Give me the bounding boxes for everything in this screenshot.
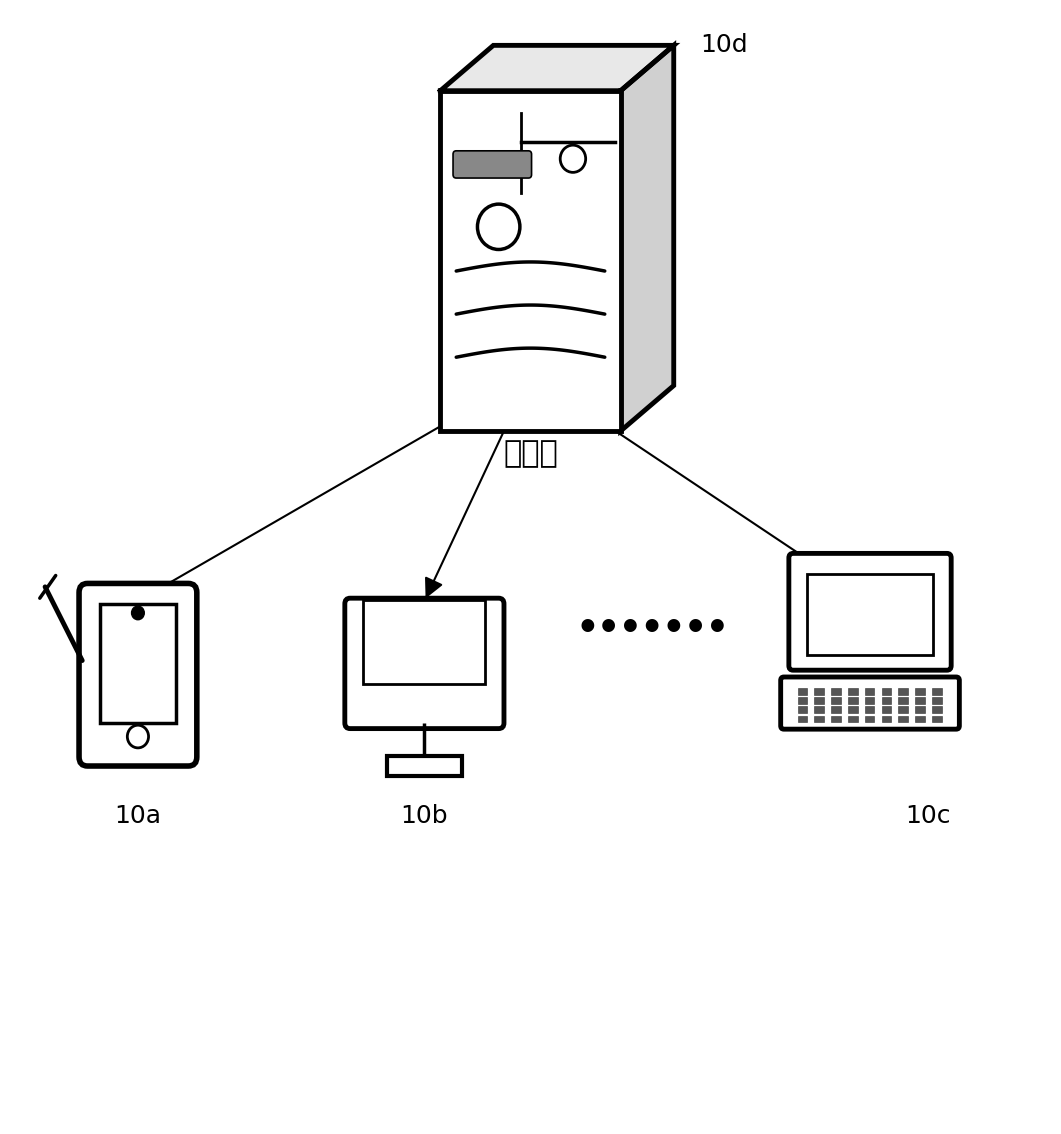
Bar <box>932 688 941 695</box>
Bar <box>848 688 857 695</box>
Bar <box>848 716 857 722</box>
Bar <box>831 697 840 704</box>
Text: 服务器: 服务器 <box>503 439 558 468</box>
Bar <box>899 688 908 695</box>
Circle shape <box>477 204 520 249</box>
Bar <box>831 706 840 713</box>
Bar <box>932 716 941 722</box>
Bar <box>100 604 176 722</box>
Circle shape <box>560 145 586 172</box>
Bar <box>815 716 824 722</box>
Bar <box>865 716 874 722</box>
Bar <box>798 697 807 704</box>
Bar <box>882 688 891 695</box>
Bar <box>899 697 908 704</box>
Bar <box>848 706 857 713</box>
Bar <box>899 706 908 713</box>
Bar <box>882 716 891 722</box>
Text: 10d: 10d <box>700 33 748 58</box>
Bar <box>865 688 874 695</box>
Bar <box>916 716 925 722</box>
FancyBboxPatch shape <box>453 151 532 178</box>
Text: 10c: 10c <box>906 804 951 829</box>
FancyBboxPatch shape <box>781 677 959 729</box>
FancyBboxPatch shape <box>80 583 196 767</box>
Bar <box>882 706 891 713</box>
Bar <box>798 716 807 722</box>
Bar <box>848 697 857 704</box>
Bar <box>440 91 621 431</box>
Bar <box>815 706 824 713</box>
Bar <box>831 688 840 695</box>
FancyBboxPatch shape <box>788 553 951 670</box>
Bar <box>932 706 941 713</box>
Bar <box>807 574 933 655</box>
Bar <box>882 697 891 704</box>
Bar <box>916 697 925 704</box>
Bar <box>831 716 840 722</box>
Bar <box>916 688 925 695</box>
Text: •••••••: ••••••• <box>576 612 729 646</box>
Bar <box>899 716 908 722</box>
Bar <box>916 706 925 713</box>
Bar <box>798 688 807 695</box>
Bar <box>865 697 874 704</box>
Bar <box>387 755 462 777</box>
Bar <box>364 600 485 684</box>
Bar <box>815 697 824 704</box>
FancyBboxPatch shape <box>345 599 504 729</box>
Bar <box>798 706 807 713</box>
Text: 10a: 10a <box>115 804 161 829</box>
Circle shape <box>132 607 144 619</box>
Polygon shape <box>440 45 674 91</box>
Bar <box>865 706 874 713</box>
Text: 10b: 10b <box>401 804 448 829</box>
Polygon shape <box>621 45 674 431</box>
Bar <box>815 688 824 695</box>
Bar <box>932 697 941 704</box>
Circle shape <box>127 726 149 748</box>
